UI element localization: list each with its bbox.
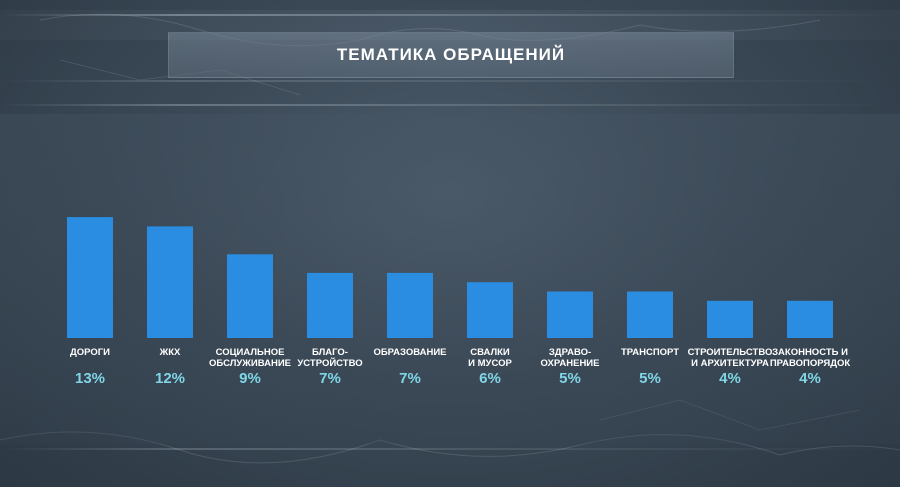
bar bbox=[547, 291, 593, 338]
category-label: ОБРАЗОВАНИЕ bbox=[373, 347, 446, 358]
light-streak bbox=[0, 14, 900, 16]
category-label: СВАЛКИ И МУСОР bbox=[468, 347, 512, 369]
category-label: СОЦИАЛЬНОЕ ОБСЛУЖИВАНИЕ bbox=[209, 347, 291, 369]
value-label: 5% bbox=[639, 370, 661, 387]
value-label: 4% bbox=[799, 370, 821, 387]
bar bbox=[147, 226, 193, 338]
value-label: 7% bbox=[319, 370, 341, 387]
value-label: 13% bbox=[75, 370, 105, 387]
category-label: ЗАКОННОСТЬ И ПРАВОПОРЯДОК bbox=[770, 347, 851, 369]
category-label: ТРАНСПОРТ bbox=[621, 347, 679, 358]
title-panel: ТЕМАТИКА ОБРАЩЕНИЙ bbox=[168, 32, 734, 78]
category-label: ЖКХ bbox=[159, 347, 181, 358]
value-label: 7% bbox=[399, 370, 421, 387]
bar bbox=[307, 272, 353, 338]
bar bbox=[227, 254, 273, 338]
bar bbox=[707, 300, 753, 338]
bar bbox=[627, 291, 673, 338]
category-label: БЛАГО-УСТРОЙСТВО bbox=[297, 347, 362, 369]
light-streak bbox=[0, 448, 900, 450]
bar bbox=[387, 272, 433, 338]
category-label: СТРОИТЕЛЬСТВО И АРХИТЕКТУРА bbox=[688, 347, 773, 369]
category-label: ЗДРАВО-ОХРАНЕНИЕ bbox=[541, 347, 600, 369]
value-label: 6% bbox=[479, 370, 501, 387]
value-label: 4% bbox=[719, 370, 741, 387]
bar bbox=[787, 300, 833, 338]
value-label: 5% bbox=[559, 370, 581, 387]
value-label: 9% bbox=[239, 370, 261, 387]
bar bbox=[467, 282, 513, 338]
chart-title: ТЕМАТИКА ОБРАЩЕНИЙ bbox=[336, 45, 566, 64]
category-label: ДОРОГИ bbox=[70, 347, 110, 358]
light-streak bbox=[0, 80, 900, 82]
value-label: 12% bbox=[155, 370, 185, 387]
bar bbox=[67, 217, 113, 338]
light-streak bbox=[0, 104, 900, 106]
